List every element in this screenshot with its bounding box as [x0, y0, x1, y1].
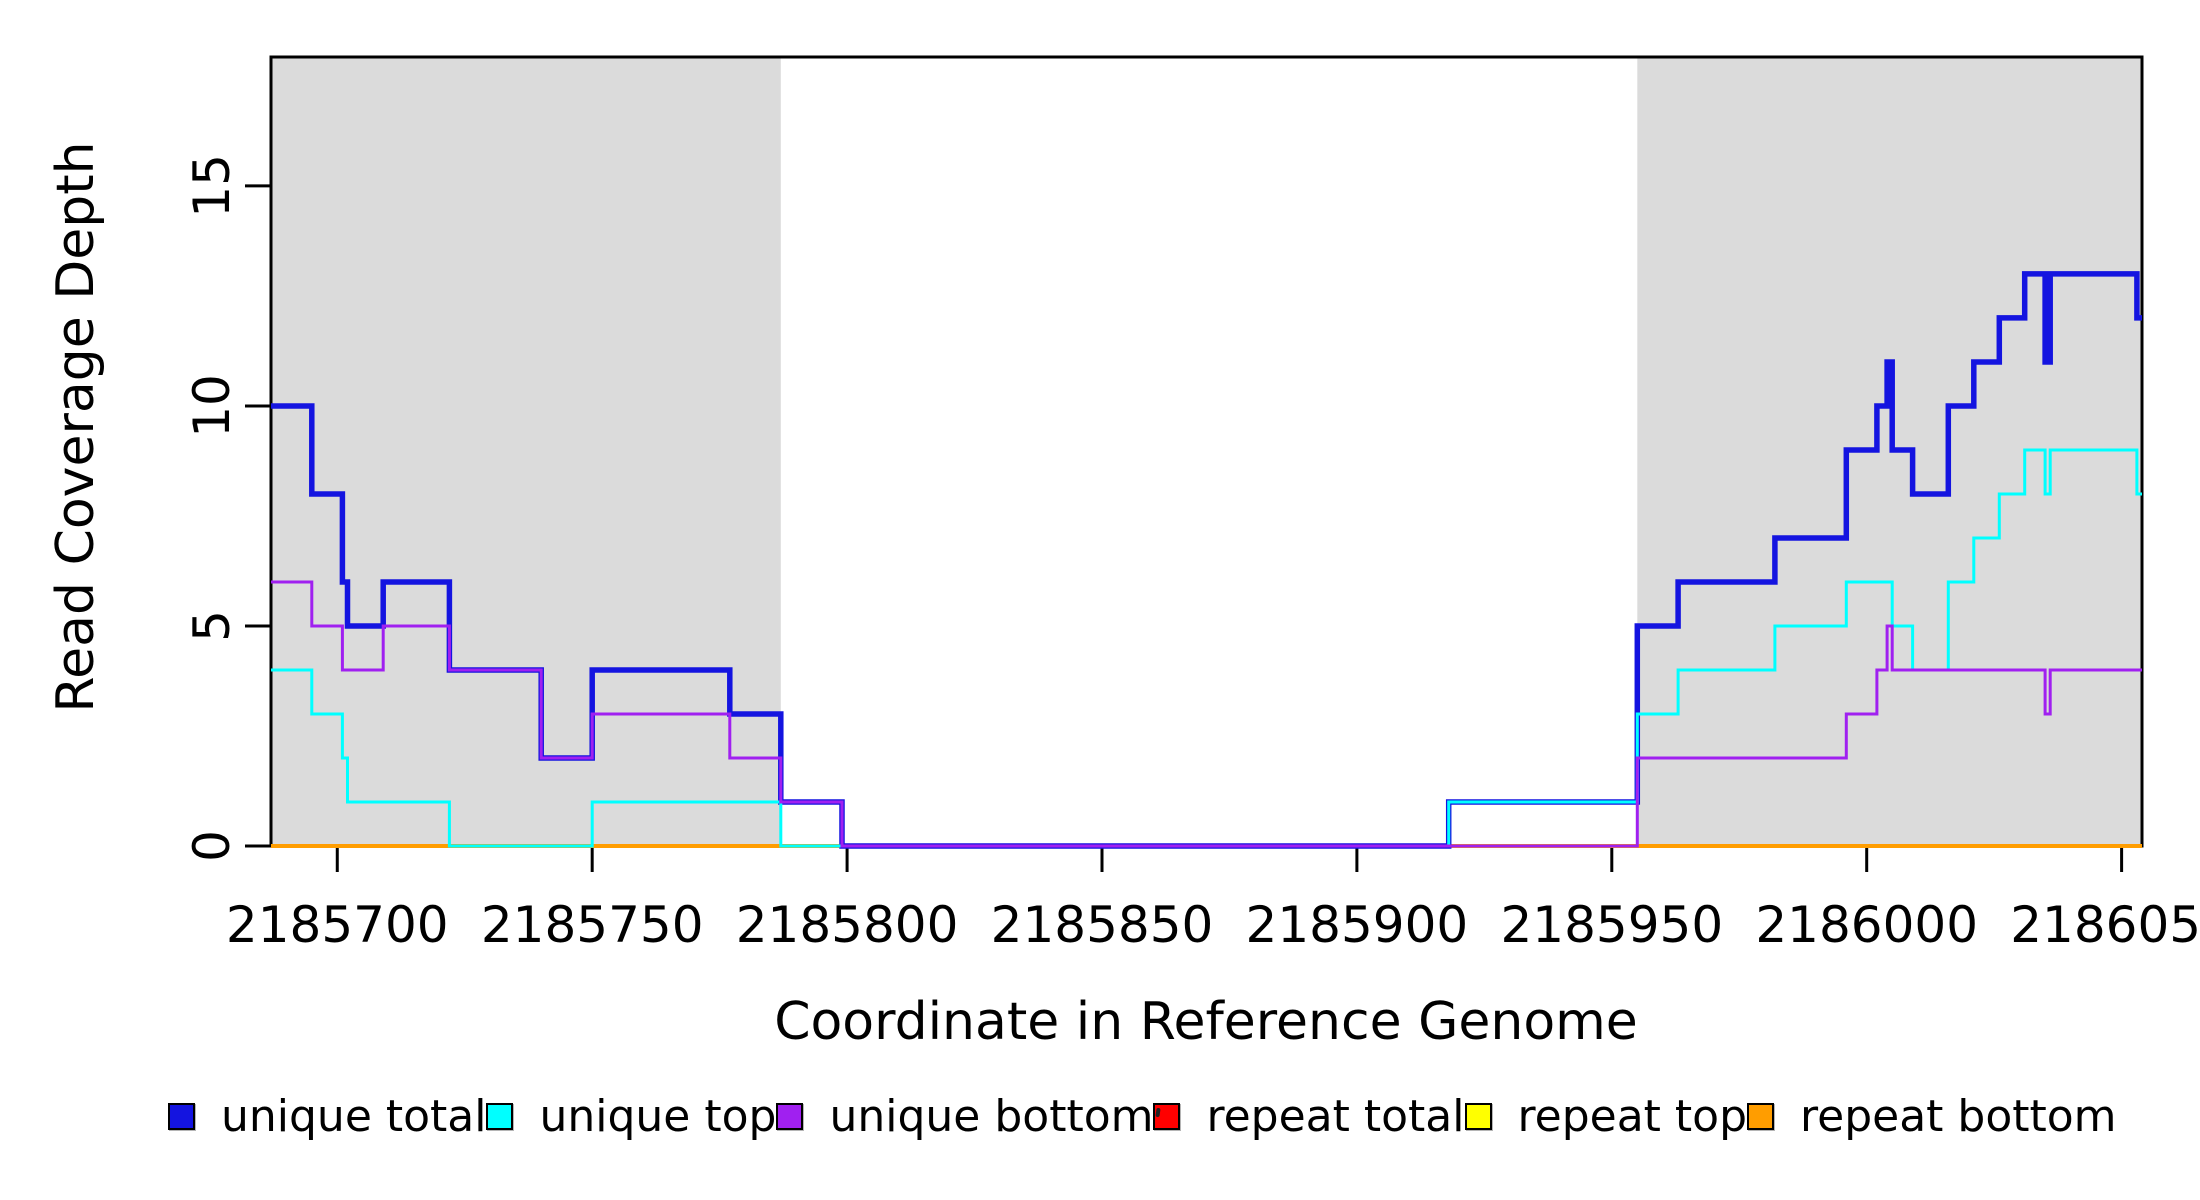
y-tick-label: 5 [183, 610, 241, 642]
legend-item-repeat-bottom: repeat bottom [1747, 1091, 2117, 1142]
legend-label: repeat top [1517, 1090, 1748, 1142]
x-tick-label: 2185700 [226, 896, 449, 954]
legend: unique total unique top unique bottom repea… [168, 1088, 2117, 1144]
legend-item-unique-bottom: unique bottom [776, 1091, 1153, 1142]
legend-item-repeat-top: repeat top [1464, 1090, 1748, 1142]
legend-swatch-unique-top [486, 1102, 514, 1130]
legend-label: unique top [539, 1090, 777, 1142]
series-unique-top [271, 448, 2142, 848]
legend-item-unique-top: unique top [486, 1091, 776, 1142]
legend-label: unique total [221, 1090, 487, 1142]
y-tick-label: 0 [183, 830, 241, 862]
series-unique-total [271, 271, 2142, 849]
y-tick-label: 15 [183, 154, 241, 218]
legend-item-repeat-total: repeat total [1153, 1090, 1465, 1142]
shaded-region [271, 57, 781, 846]
x-axis-title: Coordinate in Reference Genome [774, 992, 1638, 1052]
x-tick-label: 2185950 [1500, 896, 1723, 954]
legend-label: repeat bottom [1800, 1090, 2117, 1142]
legend-swatch-repeat-bottom [1747, 1102, 1774, 1130]
x-tick-label: 2185900 [1246, 896, 1469, 954]
legend-label: repeat total [1206, 1090, 1465, 1142]
series-unique-bottom [271, 580, 2142, 848]
legend-item-unique-total: unique total [168, 1091, 486, 1142]
legend-label: unique bottom [829, 1090, 1154, 1142]
legend-swatch-unique-bottom [776, 1102, 804, 1130]
x-tick-label: 2185850 [991, 896, 1214, 954]
legend-swatch-repeat-top [1464, 1102, 1492, 1130]
x-tick-label: 2185750 [481, 896, 704, 954]
x-tick-label: 2186000 [1755, 896, 1978, 954]
legend-swatch-unique-total [168, 1102, 195, 1130]
x-tick-label: 2185800 [736, 896, 959, 954]
y-tick-label: 10 [183, 374, 241, 438]
y-axis-title: Read Coverage Depth [46, 141, 106, 713]
